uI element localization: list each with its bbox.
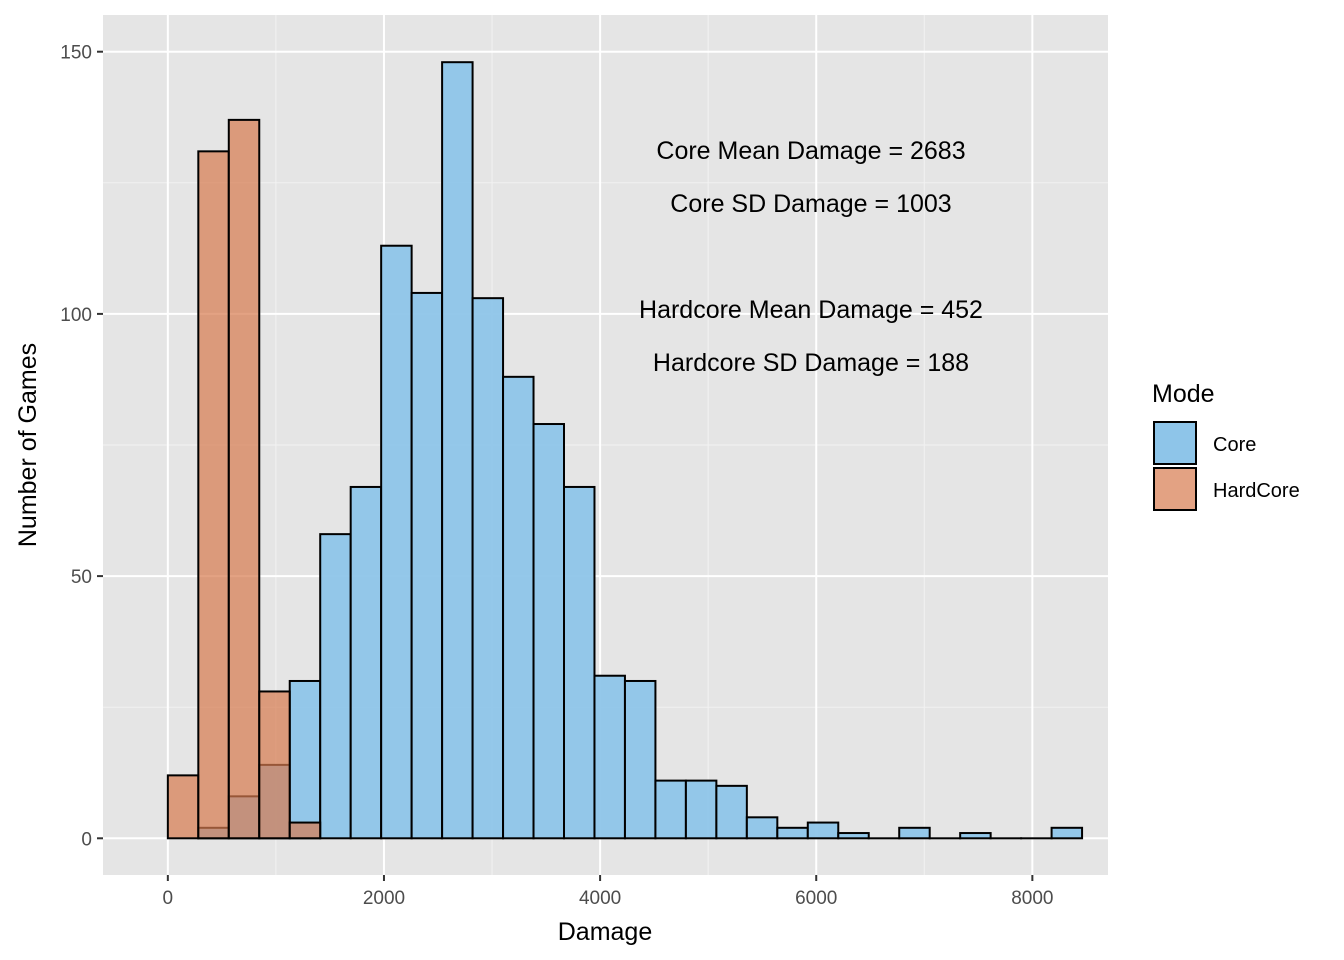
x-tick-label: 2000 [363, 888, 405, 909]
bar-core [288, 679, 322, 840]
x-tick-label: 8000 [1011, 888, 1053, 909]
annotation-hardcore-sd: Hardcore SD Damage = 188 [653, 349, 969, 377]
bar-core [319, 533, 352, 840]
y-tick-label: 100 [60, 305, 92, 326]
x-axis-title: Damage [558, 918, 653, 946]
bar-core [745, 816, 779, 840]
y-tick-label: 150 [60, 43, 92, 64]
bar-core [898, 826, 931, 840]
legend-key-core [1153, 421, 1197, 465]
legend-title: Mode [1152, 380, 1215, 408]
annotation-core-mean: Core Mean Damage = 2683 [656, 137, 965, 165]
bar-core [502, 375, 535, 840]
bar-core [563, 485, 596, 840]
bar-core [776, 826, 809, 840]
bar-core [471, 297, 505, 840]
legend-key-hardcore [1153, 467, 1197, 511]
bar-hardcore [227, 118, 261, 840]
bar-hardcore [197, 150, 230, 840]
y-tick-label: 50 [71, 567, 92, 588]
histogram-bars [166, 61, 1084, 840]
legend-label-hardcore: HardCore [1213, 480, 1300, 502]
bar-core [532, 423, 566, 840]
annotation-core-sd: Core SD Damage = 1003 [670, 190, 951, 218]
annotation-hardcore-mean: Hardcore Mean Damage = 452 [639, 296, 983, 324]
x-tick-label: 0 [163, 888, 174, 909]
y-axis-title: Number of Games [14, 343, 42, 547]
y-tick-label: 0 [81, 829, 92, 850]
bar-core [410, 291, 444, 840]
legend-label-core: Core [1213, 434, 1256, 456]
bar-core [349, 485, 383, 840]
bar-core [654, 779, 687, 840]
bar-core [593, 674, 626, 840]
axes: 0 2000 4000 6000 8000 0 50 100 150 [60, 43, 1053, 909]
bar-core [959, 832, 992, 840]
bar-core [441, 61, 474, 840]
bar-core [806, 821, 840, 840]
legend: Mode Core HardCore [1152, 380, 1300, 511]
bar-core [623, 679, 657, 840]
bar-core [715, 784, 748, 840]
x-tick-label: 4000 [579, 888, 621, 909]
x-tick-label: 6000 [795, 888, 837, 909]
bar-core [684, 779, 718, 840]
bar-hardcore [288, 821, 322, 840]
bar-hardcore [166, 774, 200, 840]
bar-core [837, 832, 870, 840]
bar-hardcore [258, 690, 291, 840]
bar-core [380, 244, 413, 840]
bar-core [1050, 826, 1084, 840]
